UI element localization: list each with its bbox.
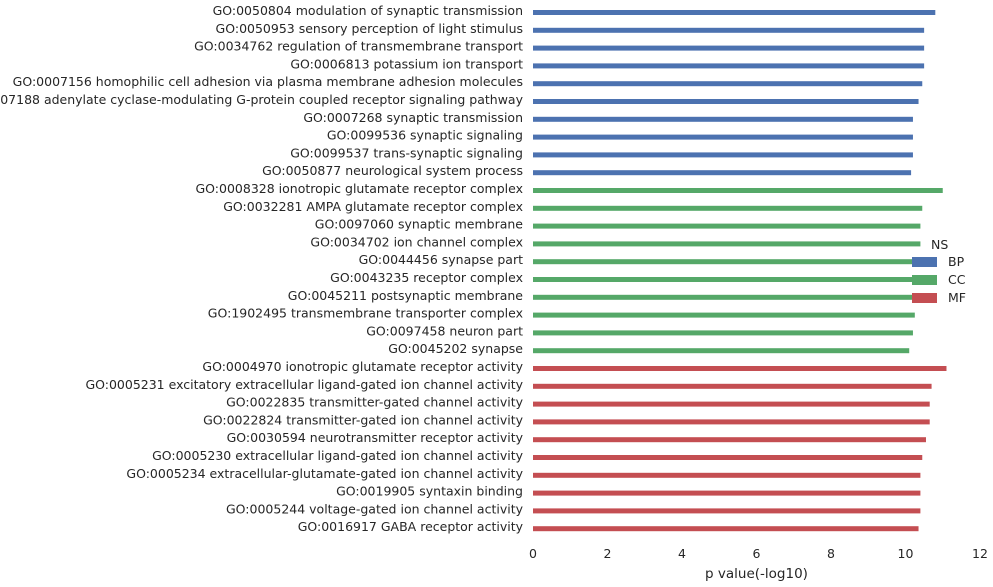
category-label: GO:0022824 transmitter-gated ion channel… xyxy=(203,412,524,427)
bar-cc xyxy=(533,312,915,318)
category-label: GO:0034762 regulation of transmembrane t… xyxy=(194,39,523,54)
category-label: GO:0005230 extracellular ligand-gated io… xyxy=(152,448,524,463)
bar-cc xyxy=(533,241,921,247)
bar-cc xyxy=(533,348,910,354)
category-label: GO:0005244 voltage-gated ion channel act… xyxy=(226,501,524,516)
bar-mf xyxy=(533,419,930,425)
bars-layer xyxy=(533,10,947,532)
x-tick-label: 12 xyxy=(972,546,988,561)
category-label: GO:0007268 synaptic transmission xyxy=(303,110,523,125)
category-label: GO:0030594 neurotransmitter receptor act… xyxy=(227,430,524,445)
legend-swatch-mf xyxy=(912,293,937,303)
bar-mf xyxy=(533,490,921,496)
category-label: GO:0050804 modulation of synaptic transm… xyxy=(213,3,523,18)
bar-bp xyxy=(533,81,923,87)
category-label: GO:0097060 synaptic membrane xyxy=(315,217,524,232)
legend-label-cc: CC xyxy=(948,272,966,287)
bar-bp xyxy=(533,99,919,104)
x-axis-title: p value(-log10) xyxy=(705,566,808,582)
bar-cc xyxy=(533,188,943,193)
bar-mf xyxy=(533,366,947,371)
bar-bp xyxy=(533,134,913,140)
legend-label-mf: MF xyxy=(948,290,966,305)
category-label: GO:0043235 receptor complex xyxy=(330,270,523,285)
bar-cc xyxy=(533,330,913,336)
category-label: GO:0022835 transmitter-gated channel act… xyxy=(226,395,523,410)
x-tick-label: 4 xyxy=(678,546,686,561)
category-label: GO:0045211 postsynaptic membrane xyxy=(288,288,524,303)
bar-bp xyxy=(533,63,925,69)
bar-cc xyxy=(533,294,917,300)
bar-mf xyxy=(533,401,930,407)
category-label: GO:0007156 homophilic cell adhesion via … xyxy=(13,74,523,89)
category-label: GO:0005234 extracellular-glutamate-gated… xyxy=(126,466,523,481)
bar-bp xyxy=(533,152,913,158)
bar-cc xyxy=(533,277,919,282)
category-label: GO:0008328 ionotropic glutamate receptor… xyxy=(196,181,524,196)
bar-bp xyxy=(533,10,936,15)
category-label: GO:0045202 synapse xyxy=(388,341,523,356)
category-label: GO:0016917 GABA receptor activity xyxy=(298,519,524,534)
category-label: GO:0032281 AMPA glutamate receptor compl… xyxy=(223,199,523,214)
category-label: GO:0019905 syntaxin binding xyxy=(336,484,523,499)
bar-mf xyxy=(533,383,932,389)
category-label: GO:0006813 potassium ion transport xyxy=(290,56,523,71)
category-label: GO:0099537 trans-synaptic signaling xyxy=(290,145,523,160)
bar-cc xyxy=(533,205,923,211)
bar-bp xyxy=(533,116,913,122)
category-labels: GO:0050804 modulation of synaptic transm… xyxy=(0,3,524,534)
x-tick-label: 2 xyxy=(604,546,612,561)
legend-swatch-cc xyxy=(912,275,937,285)
bar-mf xyxy=(533,472,921,478)
category-label: GO:0007188 adenylate cyclase-modulating … xyxy=(0,92,524,107)
x-tick-label: 0 xyxy=(529,546,537,561)
legend-swatch-bp xyxy=(912,257,937,267)
category-label: GO:0044456 synapse part xyxy=(359,252,523,267)
x-tick-label: 8 xyxy=(827,546,835,561)
bar-bp xyxy=(533,27,925,33)
bar-cc xyxy=(533,259,919,265)
x-tick-label: 6 xyxy=(753,546,761,561)
category-label: GO:0050953 sensory perception of light s… xyxy=(216,21,523,36)
bar-mf xyxy=(533,508,921,514)
category-label: GO:0050877 neurological system process xyxy=(262,163,523,178)
category-label: GO:0034702 ion channel complex xyxy=(310,234,523,249)
bar-bp xyxy=(533,45,925,51)
bar-mf xyxy=(533,526,919,532)
category-label: GO:0005231 excitatory extracellular liga… xyxy=(85,377,523,392)
category-label: GO:0097458 neuron part xyxy=(366,323,523,338)
category-label: GO:1902495 transmembrane transporter com… xyxy=(208,306,523,321)
bar-cc xyxy=(533,223,921,229)
x-tick-label: 10 xyxy=(898,546,914,561)
bar-bp xyxy=(533,170,912,176)
bar-mf xyxy=(533,437,926,443)
legend-title: NS xyxy=(931,237,948,252)
category-label: GO:0099536 synaptic signaling xyxy=(327,128,523,143)
bar-mf xyxy=(533,455,923,460)
x-axis: 0 2 4 6 8 10 12 p value(-log10) xyxy=(529,546,988,582)
legend-label-bp: BP xyxy=(948,254,965,269)
category-label: GO:0004970 ionotropic glutamate receptor… xyxy=(202,359,523,374)
